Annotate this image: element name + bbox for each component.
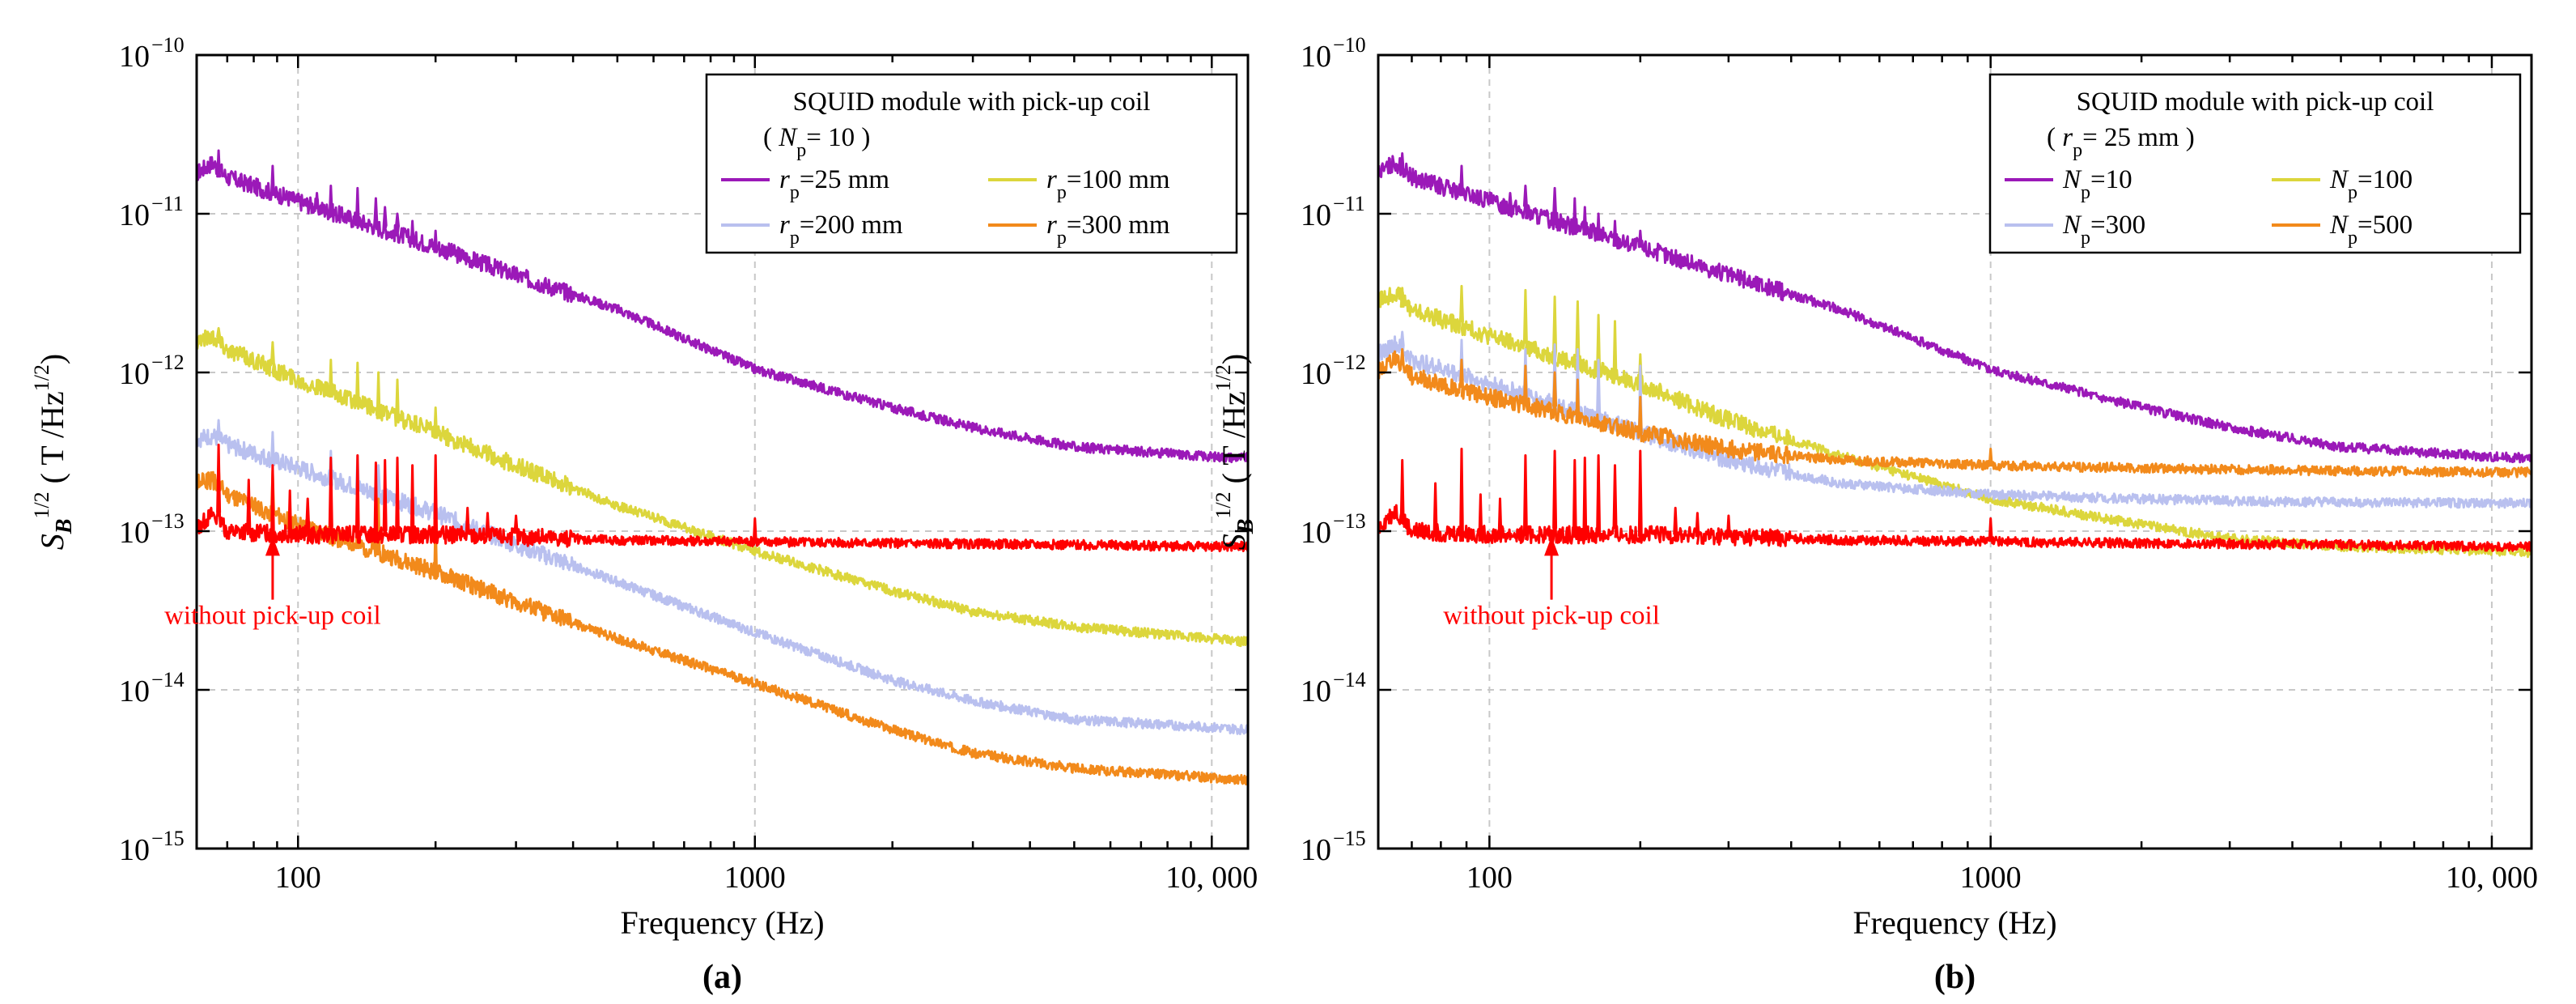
y-tick-exponent: −11	[151, 192, 184, 215]
y-tick-exponent: −15	[151, 827, 185, 850]
legend-entry-label: Np=500	[2329, 211, 2413, 249]
series-group	[197, 149, 1248, 786]
y-tick-label: 10	[1301, 40, 1331, 74]
x-axis-label: Frequency (Hz)	[620, 904, 824, 941]
legend-entry-label: rp=200 mm	[779, 211, 903, 249]
series-line-2	[197, 419, 1248, 735]
y-tick-exponent: −13	[1333, 509, 1366, 533]
legend-entry-label: Np=300	[2062, 211, 2145, 249]
y-tick-label: 10	[119, 674, 150, 708]
plot-frame	[1377, 53, 2533, 850]
y-tick-label: 10	[119, 357, 150, 391]
y-tick-label: 10	[1301, 516, 1331, 550]
legend-title: SQUID module with pick-up coil	[793, 87, 1151, 117]
y-tick-exponent: −12	[151, 351, 185, 374]
ticks	[195, 53, 1248, 850]
y-tick-label: 10	[1301, 357, 1331, 391]
annotation-arrow-head	[1544, 536, 1560, 556]
series-group	[1378, 152, 2531, 559]
series-line-4	[197, 443, 1248, 553]
series-line-0	[197, 149, 1248, 464]
annotation-without-pickup: without pick-up coil	[164, 536, 381, 631]
annotation-label: without pick-up coil	[164, 602, 381, 631]
legend-entry-label: Np=100	[2329, 165, 2413, 203]
legend-box	[1988, 73, 2522, 254]
y-tick-exponent: −13	[151, 509, 185, 533]
y-tick-label: 10	[119, 833, 150, 867]
x-axis-label: Frequency (Hz)	[1852, 904, 2056, 941]
x-tick-label: 1000	[1960, 861, 2022, 895]
y-axis-label: SB1/2 ( T /Hz1/2)	[1212, 354, 1258, 551]
y-axis-label: SB1/2 ( T /Hz1/2)	[30, 354, 77, 551]
series-line-2	[1378, 330, 2531, 509]
y-tick-label: 10	[119, 198, 150, 232]
x-tick-label: 10, 000	[1165, 861, 1258, 895]
annotation-label: without pick-up coil	[1443, 602, 1660, 631]
y-tick-exponent: −14	[1333, 668, 1366, 691]
y-tick-exponent: −12	[1333, 351, 1366, 374]
y-tick-exponent: −15	[1333, 827, 1366, 850]
series-line-4	[1378, 447, 2531, 552]
annotation-without-pickup: without pick-up coil	[1443, 536, 1660, 631]
legend-subtitle: ( rp= 25 mm )	[2047, 123, 2195, 161]
legend-entry-label: Np=10	[2062, 165, 2133, 203]
y-tick-exponent: −10	[1333, 33, 1366, 57]
y-tick-label: 10	[1301, 198, 1331, 232]
legend-subtitle: ( Np= 10 )	[763, 123, 870, 161]
series-line-1	[1378, 284, 2531, 559]
x-tick-label: 100	[275, 861, 321, 895]
y-tick-exponent: −14	[151, 668, 185, 691]
series-line-3	[197, 464, 1248, 786]
legend: SQUID module with pick-up coil ( Np= 10 )…	[705, 73, 1238, 254]
y-tick-label: 10	[119, 516, 150, 550]
x-tick-label: 100	[1466, 861, 1513, 895]
legend: SQUID module with pick-up coil ( rp= 25 m…	[1988, 73, 2522, 254]
y-tick-exponent: −11	[1333, 192, 1365, 215]
legend-title: SQUID module with pick-up coil	[2077, 87, 2434, 117]
ticks	[1377, 53, 2531, 850]
annotation-arrow-head	[265, 536, 280, 556]
x-tick-label: 1000	[724, 861, 786, 895]
legend-entry-label: rp=300 mm	[1046, 211, 1170, 249]
panel-label: (a)	[702, 959, 742, 996]
plot-frame	[195, 53, 1250, 850]
series-line-3	[1378, 347, 2531, 479]
series-line-1	[197, 326, 1248, 648]
y-tick-label: 10	[1301, 833, 1331, 867]
y-tick-label: 10	[119, 40, 150, 74]
series-line-0	[1378, 152, 2531, 464]
y-tick-exponent: −10	[151, 33, 185, 57]
legend-entry-label: rp=25 mm	[779, 165, 889, 203]
legend-box	[705, 73, 1238, 254]
legend-entry-label: rp=100 mm	[1046, 165, 1170, 203]
panel-label: (b)	[1934, 959, 1975, 996]
y-tick-label: 10	[1301, 674, 1331, 708]
x-tick-label: 10, 000	[2446, 861, 2538, 895]
